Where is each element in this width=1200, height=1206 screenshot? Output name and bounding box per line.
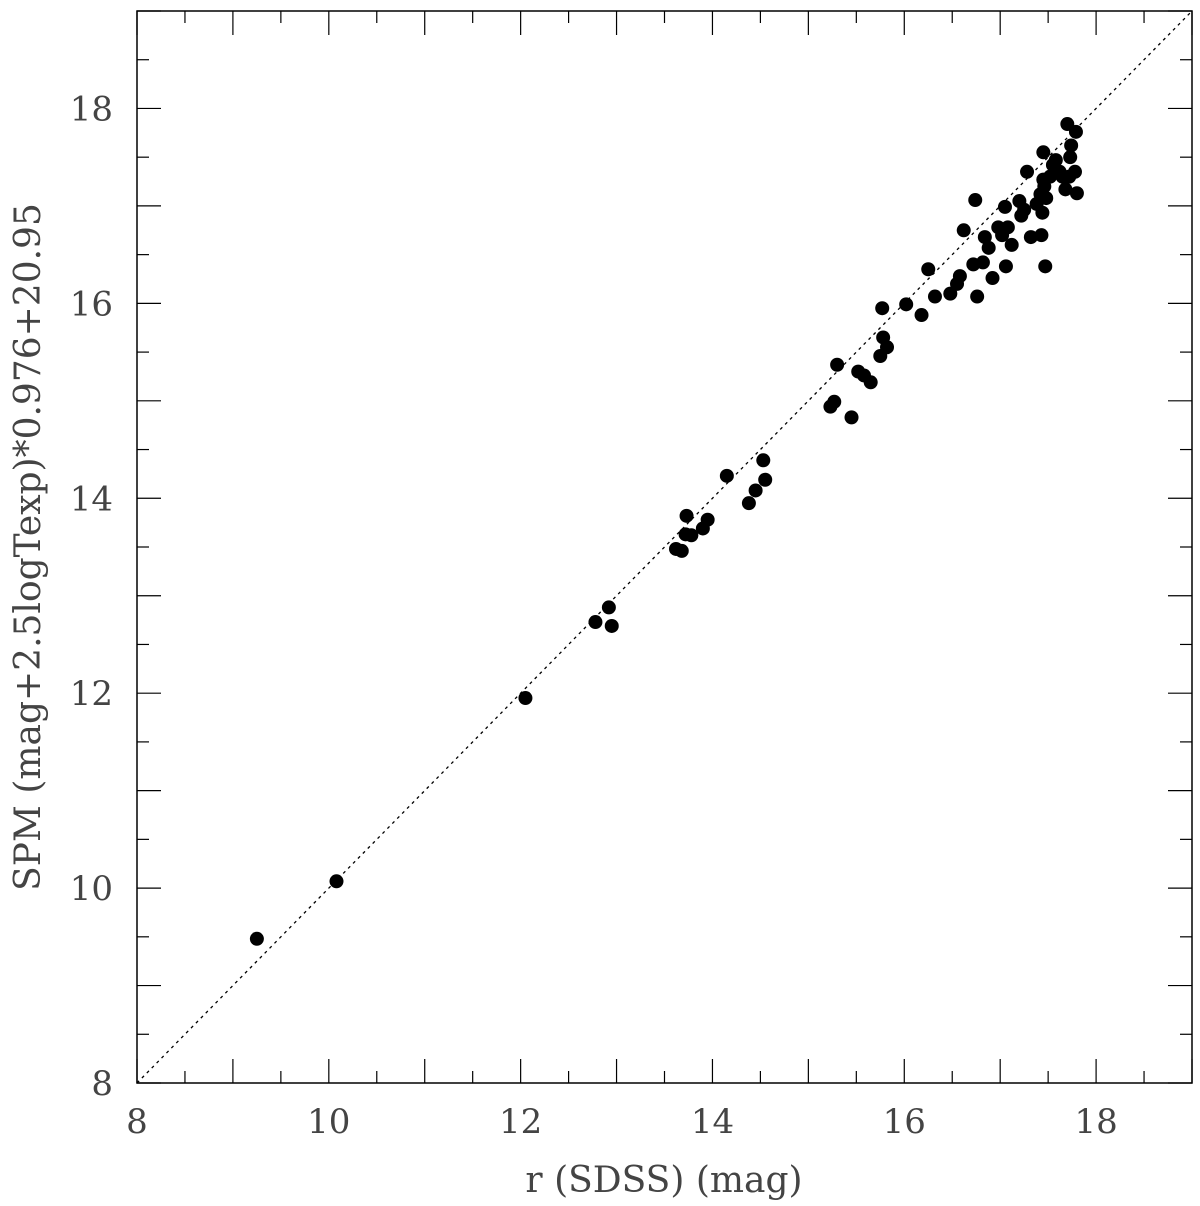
data-point-12 (700, 512, 715, 527)
data-point-30 (914, 308, 929, 323)
data-point-60 (1036, 145, 1051, 160)
data-point-49 (1004, 237, 1019, 252)
y-tick-label-12: 12 (70, 674, 113, 714)
data-point-76 (1069, 186, 1084, 201)
data-point-7 (674, 543, 689, 558)
one-to-one-reference-line (136, 10, 1193, 1084)
data-point-33 (943, 286, 958, 301)
data-point-54 (1023, 230, 1038, 245)
data-point-40 (975, 255, 990, 270)
data-point-39 (970, 289, 985, 304)
y-tick-label-18: 18 (70, 89, 113, 129)
x-tick-label-18: 18 (1074, 1102, 1117, 1142)
data-point-26 (875, 301, 890, 316)
data-point-66 (1048, 153, 1063, 168)
data-point-9 (679, 508, 694, 523)
data-point-15 (748, 483, 763, 498)
data-point-57 (1034, 228, 1049, 243)
y-tick-label-16: 16 (70, 284, 113, 324)
data-point-14 (741, 496, 756, 511)
data-point-4 (601, 600, 616, 615)
x-tick-label-16: 16 (883, 1102, 926, 1142)
data-point-16 (756, 453, 771, 468)
data-point-19 (827, 394, 842, 409)
data-point-21 (844, 410, 859, 425)
x-axis-label: r (SDSS) (mag) (525, 1160, 802, 1201)
data-point-5 (604, 618, 619, 633)
data-point-63 (1039, 191, 1054, 206)
data-point-69 (1058, 182, 1073, 197)
data-point-73 (1064, 138, 1079, 153)
data-point-29 (899, 297, 914, 312)
data-point-17 (758, 472, 773, 487)
axis-ticks (136, 10, 1193, 1084)
data-point-74 (1067, 164, 1082, 179)
data-point-13 (719, 468, 734, 483)
y-tick-label-8: 8 (91, 1064, 113, 1104)
y-tick-label-14: 14 (70, 479, 113, 519)
data-points (249, 117, 1084, 946)
x-tick-label-12: 12 (499, 1102, 542, 1142)
data-point-0 (249, 931, 264, 946)
data-point-53 (1020, 164, 1035, 179)
data-point-38 (968, 193, 983, 208)
data-point-10 (684, 528, 699, 543)
data-point-2 (518, 691, 533, 706)
tick-labels: 8 10 12 14 16 18 8 10 12 14 16 18 (70, 89, 1118, 1142)
data-point-24 (863, 375, 878, 390)
data-point-31 (921, 262, 936, 277)
data-point-1 (329, 874, 344, 889)
data-point-42 (981, 240, 996, 255)
x-tick-label-10: 10 (307, 1102, 350, 1142)
data-point-52 (1017, 202, 1032, 217)
data-point-28 (880, 340, 895, 355)
data-point-62 (1038, 259, 1053, 274)
data-point-48 (1000, 220, 1015, 235)
data-point-20 (830, 357, 845, 372)
data-point-72 (1063, 150, 1078, 165)
y-tick-label-10: 10 (70, 869, 113, 909)
data-point-75 (1068, 124, 1083, 139)
y-axis-label: SPM (mag+2.5logTexp)*0.976+20.95 (8, 203, 49, 891)
data-point-32 (927, 289, 942, 304)
data-point-58 (1035, 205, 1050, 220)
x-tick-label-8: 8 (126, 1102, 148, 1142)
data-point-3 (588, 615, 603, 630)
data-point-46 (997, 199, 1012, 214)
data-point-35 (952, 269, 967, 284)
data-point-36 (956, 223, 971, 238)
data-point-43 (985, 271, 1000, 286)
data-point-47 (998, 259, 1013, 274)
x-tick-label-14: 14 (691, 1102, 734, 1142)
data-point-41 (977, 230, 992, 245)
